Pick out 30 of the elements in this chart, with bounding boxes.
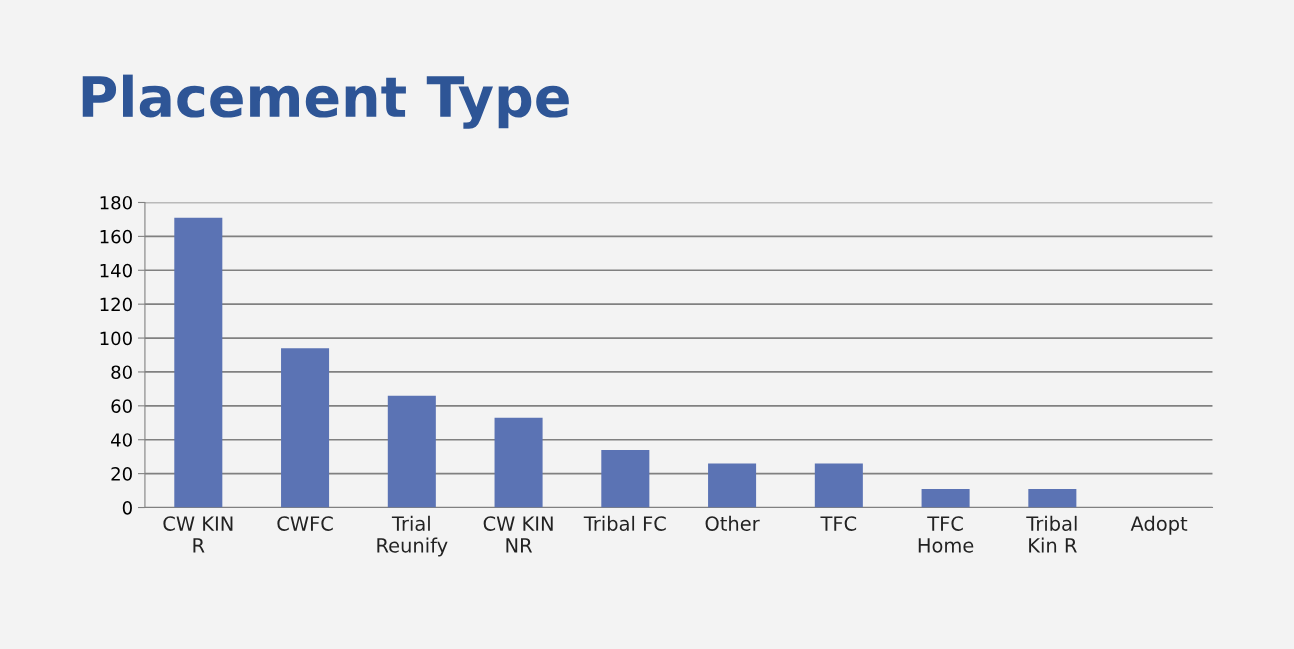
bar (174, 217, 223, 508)
bar (921, 488, 970, 508)
y-tick-label: 40 (111, 433, 132, 447)
bar (494, 417, 543, 508)
y-tick-label: 120 (100, 297, 132, 312)
chart-title: Placement Type (82, 74, 569, 129)
x-tick-label: Tribal FC (583, 515, 666, 531)
y-tick-label: 180 (100, 195, 132, 210)
x-tick-label: TFC (820, 516, 857, 531)
y-tick-label: 20 (111, 467, 132, 481)
bar (814, 463, 863, 508)
x-tick-label: Adopt (1130, 515, 1188, 535)
x-tick-label: Trial Reunify (377, 515, 448, 557)
bar (387, 395, 436, 508)
y-tick-label: 100 (100, 331, 132, 346)
bar (1028, 488, 1077, 508)
bar (281, 348, 330, 508)
bar (601, 449, 650, 508)
x-tick-label: Other (705, 515, 760, 531)
y-tick-label: 140 (100, 263, 132, 278)
y-tick-label: 80 (111, 365, 132, 380)
bar (708, 463, 757, 508)
y-tick-label: 60 (111, 399, 132, 413)
x-tick-label: TFC Home (918, 516, 974, 553)
x-tick-label: Tribal Kin R (1026, 515, 1077, 553)
y-tick-label: 160 (100, 229, 132, 244)
x-tick-label: CWFC (277, 516, 333, 531)
x-tick-label: CW KIN R (163, 516, 233, 553)
x-tick-label: CW KIN NR (483, 516, 553, 553)
y-tick-label: 0 (122, 500, 132, 515)
